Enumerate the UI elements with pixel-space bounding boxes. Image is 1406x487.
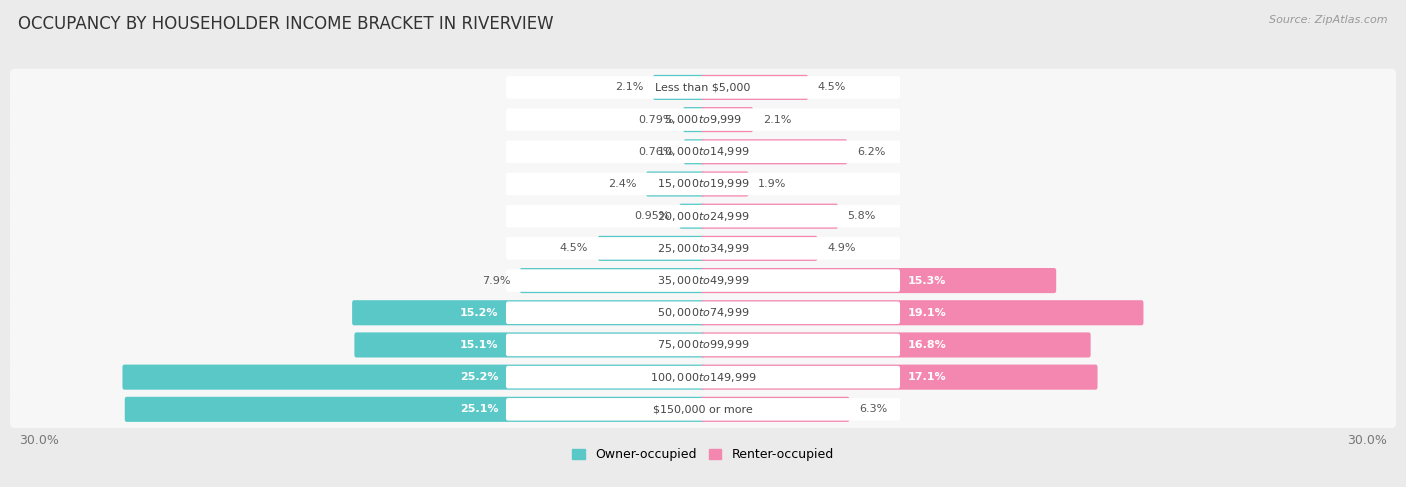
Text: 2.1%: 2.1%	[762, 114, 792, 125]
FancyBboxPatch shape	[506, 301, 900, 324]
FancyBboxPatch shape	[702, 365, 1098, 390]
FancyBboxPatch shape	[506, 366, 900, 389]
FancyBboxPatch shape	[10, 391, 1396, 428]
Text: 4.5%: 4.5%	[560, 244, 588, 253]
FancyBboxPatch shape	[10, 165, 1396, 203]
FancyBboxPatch shape	[702, 268, 1056, 293]
Text: 6.2%: 6.2%	[856, 147, 886, 157]
FancyBboxPatch shape	[122, 365, 704, 390]
Text: 19.1%: 19.1%	[907, 308, 946, 318]
FancyBboxPatch shape	[10, 198, 1396, 235]
Text: $25,000 to $34,999: $25,000 to $34,999	[657, 242, 749, 255]
Text: Source: ZipAtlas.com: Source: ZipAtlas.com	[1270, 15, 1388, 25]
FancyBboxPatch shape	[506, 237, 900, 260]
FancyBboxPatch shape	[520, 268, 704, 293]
Text: $150,000 or more: $150,000 or more	[654, 404, 752, 414]
Text: 1.9%: 1.9%	[758, 179, 786, 189]
Text: $50,000 to $74,999: $50,000 to $74,999	[657, 306, 749, 319]
Text: 4.9%: 4.9%	[827, 244, 855, 253]
Text: $15,000 to $19,999: $15,000 to $19,999	[657, 177, 749, 190]
FancyBboxPatch shape	[702, 139, 848, 164]
FancyBboxPatch shape	[652, 75, 704, 100]
FancyBboxPatch shape	[598, 236, 704, 261]
Text: 0.95%: 0.95%	[634, 211, 669, 221]
Legend: Owner-occupied, Renter-occupied: Owner-occupied, Renter-occupied	[568, 443, 838, 466]
FancyBboxPatch shape	[506, 76, 900, 99]
FancyBboxPatch shape	[506, 173, 900, 195]
FancyBboxPatch shape	[10, 358, 1396, 396]
FancyBboxPatch shape	[702, 75, 808, 100]
FancyBboxPatch shape	[679, 204, 704, 229]
Text: 6.3%: 6.3%	[859, 404, 887, 414]
Text: $5,000 to $9,999: $5,000 to $9,999	[664, 113, 742, 126]
FancyBboxPatch shape	[506, 141, 900, 163]
Text: Less than $5,000: Less than $5,000	[655, 82, 751, 93]
FancyBboxPatch shape	[125, 397, 704, 422]
FancyBboxPatch shape	[10, 230, 1396, 267]
Text: $35,000 to $49,999: $35,000 to $49,999	[657, 274, 749, 287]
FancyBboxPatch shape	[506, 398, 900, 421]
Text: 15.1%: 15.1%	[460, 340, 499, 350]
Text: $100,000 to $149,999: $100,000 to $149,999	[650, 371, 756, 384]
FancyBboxPatch shape	[354, 333, 704, 357]
FancyBboxPatch shape	[702, 333, 1091, 357]
Text: OCCUPANCY BY HOUSEHOLDER INCOME BRACKET IN RIVERVIEW: OCCUPANCY BY HOUSEHOLDER INCOME BRACKET …	[18, 15, 554, 33]
Text: 25.1%: 25.1%	[460, 404, 499, 414]
Text: 7.9%: 7.9%	[482, 276, 510, 285]
FancyBboxPatch shape	[702, 171, 748, 197]
FancyBboxPatch shape	[10, 326, 1396, 364]
Text: $20,000 to $24,999: $20,000 to $24,999	[657, 210, 749, 223]
FancyBboxPatch shape	[506, 269, 900, 292]
Text: 5.8%: 5.8%	[848, 211, 876, 221]
FancyBboxPatch shape	[702, 204, 838, 229]
Text: 30.0%: 30.0%	[18, 434, 59, 448]
Text: 2.1%: 2.1%	[614, 82, 644, 93]
FancyBboxPatch shape	[10, 262, 1396, 299]
FancyBboxPatch shape	[10, 294, 1396, 332]
FancyBboxPatch shape	[10, 69, 1396, 106]
Text: 4.5%: 4.5%	[818, 82, 846, 93]
Text: $10,000 to $14,999: $10,000 to $14,999	[657, 145, 749, 158]
Text: 0.79%: 0.79%	[638, 114, 673, 125]
Text: 2.4%: 2.4%	[607, 179, 637, 189]
FancyBboxPatch shape	[702, 107, 754, 132]
FancyBboxPatch shape	[702, 397, 849, 422]
Text: 25.2%: 25.2%	[460, 372, 499, 382]
Text: $75,000 to $99,999: $75,000 to $99,999	[657, 338, 749, 352]
FancyBboxPatch shape	[702, 300, 1143, 325]
Text: 16.8%: 16.8%	[907, 340, 946, 350]
Text: 15.2%: 15.2%	[460, 308, 499, 318]
Text: 30.0%: 30.0%	[1347, 434, 1388, 448]
Text: 0.76%: 0.76%	[638, 147, 673, 157]
FancyBboxPatch shape	[702, 236, 817, 261]
Text: 17.1%: 17.1%	[907, 372, 946, 382]
FancyBboxPatch shape	[10, 133, 1396, 170]
FancyBboxPatch shape	[352, 300, 704, 325]
FancyBboxPatch shape	[506, 334, 900, 356]
FancyBboxPatch shape	[506, 108, 900, 131]
FancyBboxPatch shape	[645, 171, 704, 197]
FancyBboxPatch shape	[683, 139, 704, 164]
FancyBboxPatch shape	[683, 107, 704, 132]
FancyBboxPatch shape	[506, 205, 900, 227]
Text: 15.3%: 15.3%	[907, 276, 946, 285]
FancyBboxPatch shape	[10, 101, 1396, 138]
